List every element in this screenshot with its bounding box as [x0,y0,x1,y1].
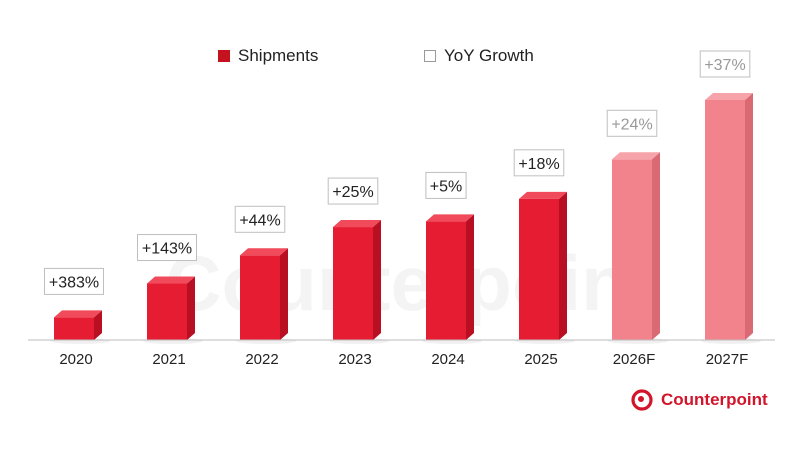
x-tick-labels: 2020 2021 2022 2023 2024 2025 2026F 2027F [59,351,748,368]
bar-front-2021 [147,283,187,340]
growth-label-box [606,109,658,137]
bar-side-2023 [373,220,381,340]
watermark: Counterpoint [165,239,655,327]
bar-top-2025 [519,191,567,199]
x-tick-label: 2023 [338,351,371,368]
legend-swatch-shipments [218,50,230,62]
growth-label-box [44,267,104,295]
bar-2026F [608,152,668,344]
bar-front-2020 [54,317,94,340]
growth-label-box [234,205,286,233]
legend: Shipments YoY Growth [0,44,800,70]
legend-label-growth: YoY Growth [444,46,534,65]
growth-label-text: +383% [49,274,99,291]
bar-2027F [701,93,761,344]
brand-name: Counterpoint [661,390,768,409]
bar-top-2020 [54,310,102,318]
growth-label-text: +5% [430,178,462,195]
growth-label-2021: +143% [137,234,197,262]
bar-side-2024 [466,214,474,340]
growth-label-text: +25% [332,184,373,201]
legend-item-growth: YoY Growth [424,46,534,66]
growth-label-2022: +44% [234,205,286,233]
x-tick-label: 2027F [706,351,749,368]
x-tick-label: 2022 [245,351,278,368]
growth-label-text: +24% [611,116,652,133]
growth-label-2025: +18% [513,149,565,177]
bar-2023 [329,220,389,344]
brand-logo: Counterpoint [630,388,768,412]
bar-front-2026F [612,159,652,340]
bar-2025 [515,191,575,344]
x-tick-label: 2026F [613,351,656,368]
x-tick-label: 2024 [431,351,464,368]
bar-2022 [236,248,296,344]
growth-label-2027F: +37% [699,50,751,78]
legend-label-shipments: Shipments [238,46,319,65]
growth-label-2024: +5% [425,171,467,199]
bar-top-2027F [705,93,753,100]
bar-side-2027F [745,93,753,340]
counterpoint-logo-icon [631,389,653,411]
bar-side-2021 [187,276,195,340]
growth-label-2023: +25% [327,177,379,205]
growth-labels: +383% +143% +44% +25% +5% +18% +24% +37% [44,50,751,295]
growth-label-2020: +383% [44,267,104,295]
growth-label-box [327,177,379,205]
legend-item-shipments: Shipments [218,46,318,66]
bar-side-2026F [652,152,660,340]
bar-top-2023 [333,220,381,228]
bar-front-2027F [705,100,745,340]
x-tick-label: 2021 [152,351,185,368]
x-tick-label: 2025 [524,351,557,368]
bar-front-2024 [426,221,466,340]
growth-label-box [137,234,197,262]
bar-side-2022 [280,248,288,340]
growth-label-box [699,50,751,78]
growth-label-text: +143% [142,241,192,258]
bar-side-2025 [559,191,567,340]
bar-top-2022 [240,248,288,256]
bar-front-2025 [519,198,559,340]
growth-label-text: +18% [518,156,559,173]
bar-front-2022 [240,255,280,340]
legend-swatch-growth [424,50,436,62]
growth-label-box [513,149,565,177]
bar-2024 [422,214,482,344]
growth-label-text: +44% [239,212,280,229]
bar-2021 [143,276,203,344]
bar-top-2024 [426,214,474,222]
bar-group [50,93,761,344]
bar-top-2026F [612,152,660,160]
bar-front-2023 [333,227,373,340]
bar-side-2020 [94,310,102,340]
bar-top-2021 [147,276,195,284]
growth-label-box [425,171,467,199]
growth-label-text: +37% [704,57,745,74]
x-tick-label: 2020 [59,351,92,368]
bar-2020 [50,310,110,344]
growth-label-2026F: +24% [606,109,658,137]
